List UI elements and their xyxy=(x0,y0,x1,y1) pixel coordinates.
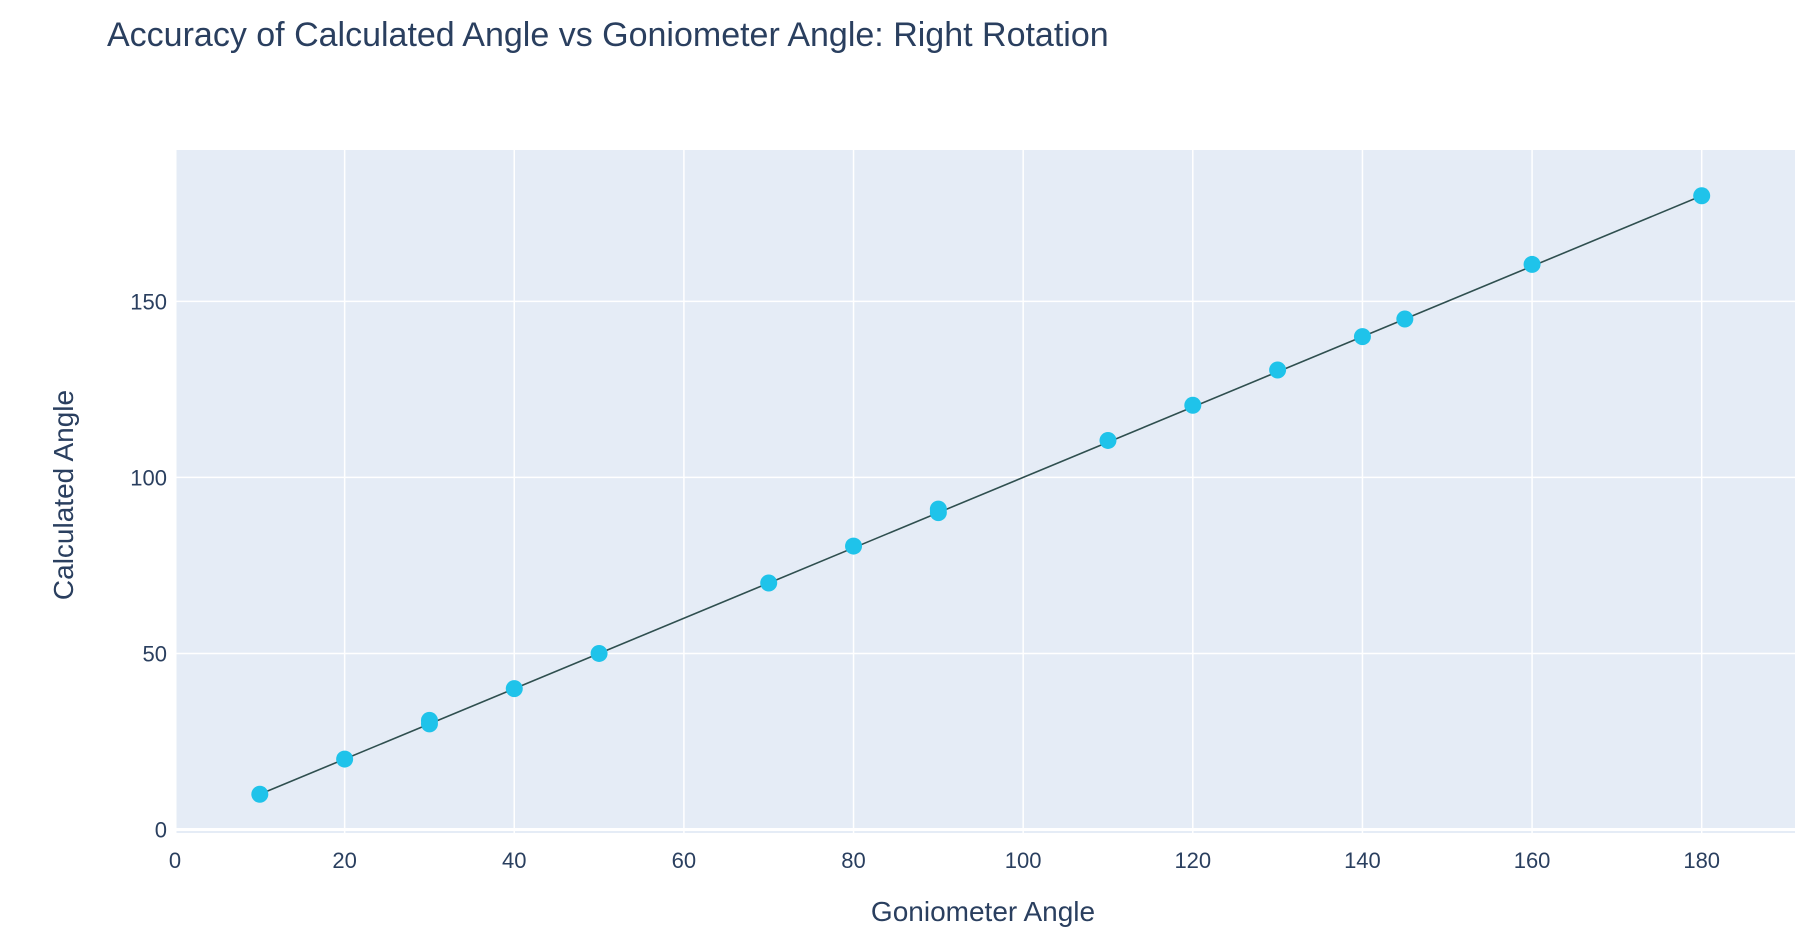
data-point xyxy=(505,680,523,698)
x-tick-label: 0 xyxy=(169,848,181,873)
fit-line xyxy=(259,195,1703,796)
x-tick-label: 60 xyxy=(672,848,696,873)
data-point xyxy=(1269,361,1287,379)
data-point xyxy=(1396,310,1414,328)
x-tick-label: 180 xyxy=(1683,848,1720,873)
data-points xyxy=(251,187,1711,803)
y-tick-label: 150 xyxy=(130,289,167,314)
data-point xyxy=(845,537,863,555)
x-tick-label: 120 xyxy=(1174,848,1211,873)
x-tick-label: 20 xyxy=(332,848,356,873)
plot-background xyxy=(175,150,1795,833)
data-point xyxy=(1099,431,1117,449)
data-point xyxy=(420,711,438,729)
data-point xyxy=(251,785,269,803)
x-axis-title: Goniometer Angle xyxy=(871,896,1095,927)
data-point xyxy=(1523,255,1541,273)
y-axis-ticks: 0 50 100 150 xyxy=(130,289,167,842)
data-point xyxy=(929,500,947,518)
data-point xyxy=(1184,396,1202,414)
y-axis-title: Calculated Angle xyxy=(48,390,79,600)
x-tick-label: 80 xyxy=(841,848,865,873)
data-point xyxy=(760,574,778,592)
fit-line-group xyxy=(259,195,1703,796)
data-point xyxy=(1353,328,1371,346)
y-tick-label: 100 xyxy=(130,465,167,490)
x-tick-label: 40 xyxy=(502,848,526,873)
x-axis-ticks: 0 20 40 60 80 100 120 140 160 180 xyxy=(169,848,1720,873)
data-point xyxy=(336,750,354,768)
x-tick-label: 160 xyxy=(1514,848,1551,873)
data-point xyxy=(590,644,608,662)
data-point xyxy=(1693,187,1711,205)
y-tick-label: 50 xyxy=(143,641,167,666)
x-tick-label: 100 xyxy=(1005,848,1042,873)
chart-title: Accuracy of Calculated Angle vs Goniomet… xyxy=(107,16,1109,54)
x-tick-label: 140 xyxy=(1344,848,1381,873)
y-tick-label: 0 xyxy=(155,817,167,842)
